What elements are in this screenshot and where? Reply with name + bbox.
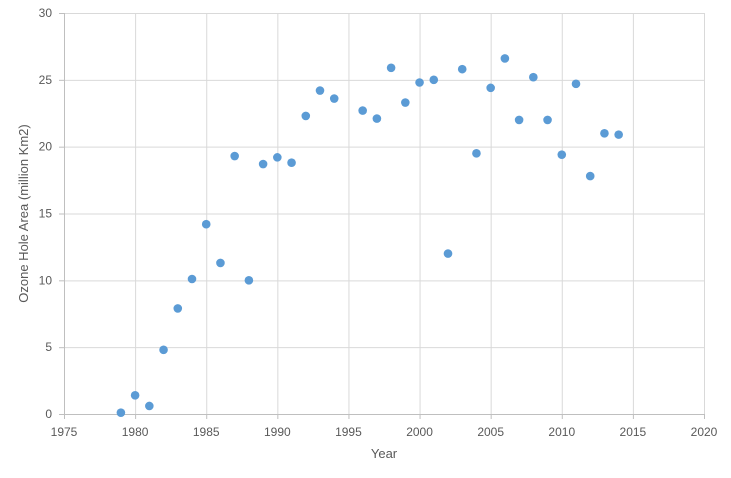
data-point bbox=[216, 258, 225, 268]
y-tick-label: 15 bbox=[39, 207, 53, 221]
x-tick-label: 1990 bbox=[264, 425, 291, 439]
data-point bbox=[386, 63, 396, 73]
x-axis-title: Year bbox=[371, 446, 398, 461]
data-point bbox=[244, 276, 254, 285]
gridlines bbox=[64, 13, 705, 414]
y-tick-label: 20 bbox=[39, 140, 53, 154]
data-point bbox=[315, 86, 325, 95]
data-point bbox=[273, 153, 282, 162]
data-point bbox=[372, 114, 382, 123]
data-point bbox=[401, 98, 410, 107]
data-point bbox=[457, 64, 467, 74]
data-point bbox=[187, 274, 197, 284]
data-point bbox=[443, 249, 453, 258]
data-point bbox=[529, 72, 538, 82]
data-point bbox=[514, 115, 524, 125]
y-tick-label: 25 bbox=[39, 73, 53, 87]
data-point bbox=[258, 159, 268, 169]
y-axis-title: Ozone Hole Area (million Km2) bbox=[16, 124, 31, 302]
x-tick-label: 2005 bbox=[477, 425, 504, 439]
tick-labels: 1975 1980 1985 1990 1995 2000 2005 2010 2015 2020… bbox=[39, 6, 718, 439]
data-point bbox=[116, 408, 126, 417]
data-point bbox=[486, 83, 495, 93]
data-point bbox=[201, 219, 211, 229]
data-point bbox=[557, 150, 567, 159]
data-point bbox=[173, 304, 183, 313]
x-tick-label: 2010 bbox=[548, 425, 575, 439]
data-point bbox=[329, 94, 339, 103]
data-point bbox=[358, 106, 367, 115]
data-point bbox=[415, 78, 424, 87]
data-point bbox=[614, 130, 623, 139]
x-tick-label: 2000 bbox=[406, 425, 433, 439]
x-tick-label: 2015 bbox=[620, 425, 647, 439]
x-tick-label: 1995 bbox=[335, 425, 362, 439]
data-point bbox=[571, 79, 581, 89]
data-point bbox=[543, 115, 552, 125]
data-point bbox=[585, 171, 595, 181]
data-point bbox=[287, 158, 296, 168]
data-point bbox=[472, 149, 481, 158]
x-tick-label: 2020 bbox=[691, 425, 718, 439]
data-point bbox=[429, 75, 439, 85]
x-tick-label: 1985 bbox=[193, 425, 220, 439]
data-point bbox=[159, 345, 168, 355]
axes bbox=[59, 13, 705, 419]
data-point bbox=[130, 390, 140, 400]
y-tick-label: 10 bbox=[39, 273, 53, 287]
data-points bbox=[116, 54, 623, 417]
data-point bbox=[600, 129, 609, 138]
y-tick-label: 30 bbox=[39, 6, 53, 20]
x-tick-label: 1980 bbox=[122, 425, 149, 439]
y-tick-label: 0 bbox=[45, 407, 52, 421]
data-point bbox=[500, 54, 510, 63]
data-point bbox=[145, 401, 154, 411]
data-point bbox=[301, 111, 311, 121]
data-point bbox=[230, 151, 239, 161]
y-tick-label: 5 bbox=[45, 340, 52, 354]
x-tick-label: 1975 bbox=[51, 425, 78, 439]
